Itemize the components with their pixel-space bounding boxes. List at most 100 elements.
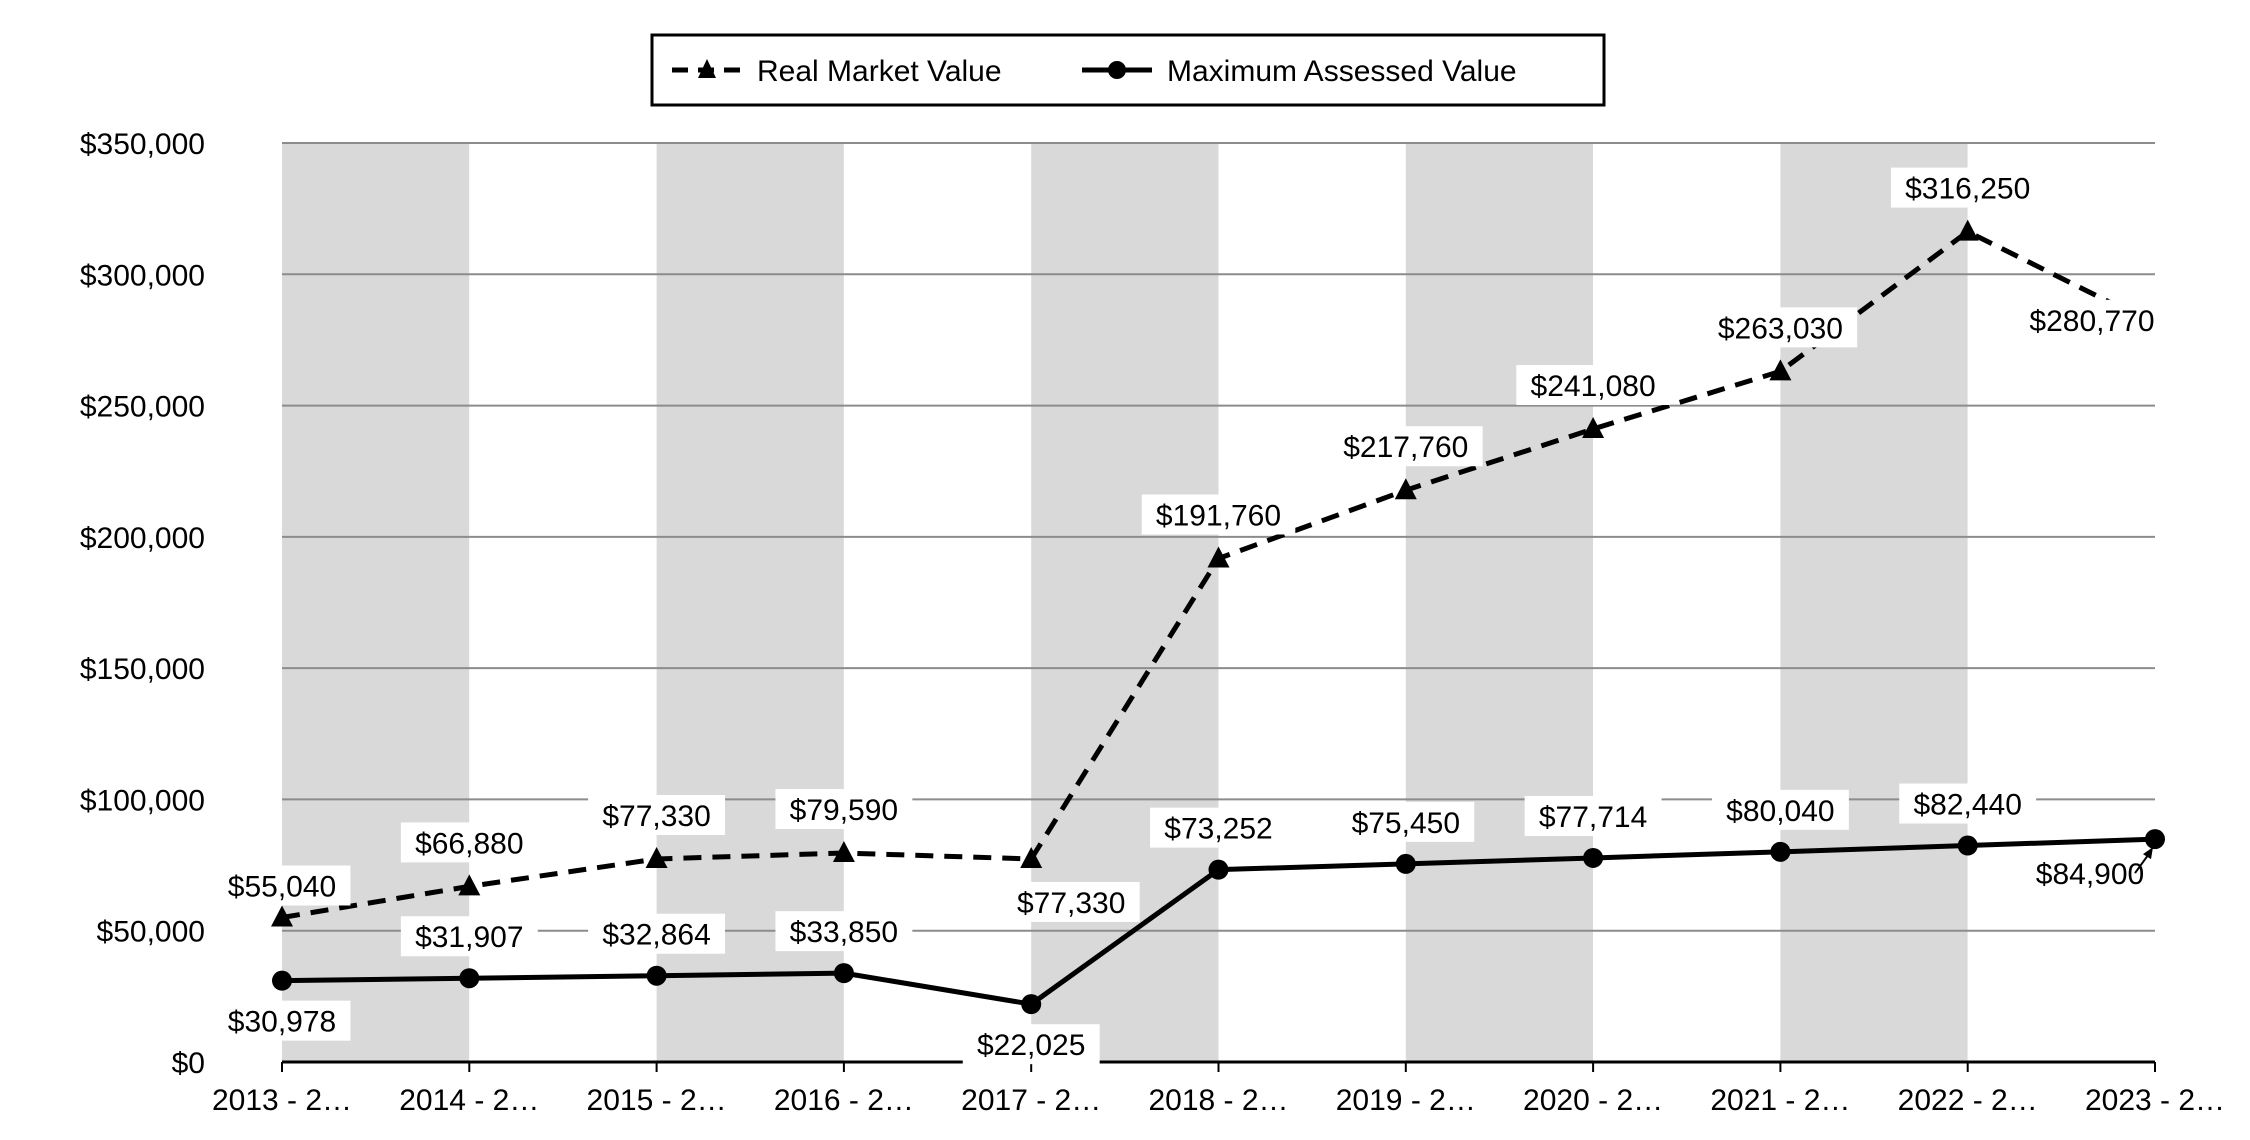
- marker-s1-5: [1208, 859, 1229, 880]
- data-label-s0-9: $316,250: [1905, 173, 2030, 206]
- marker-s0-1: [458, 874, 481, 896]
- marker-s0-2: [645, 846, 668, 868]
- data-label-box-s1-0: [213, 1000, 351, 1041]
- data-label-box-s0-3: [775, 789, 913, 830]
- band-8: [1780, 143, 1968, 1062]
- x-tick-label-3: 2016 - 2…: [774, 1084, 914, 1117]
- background-bands: [282, 143, 2155, 1062]
- data-label-s1-7: $77,714: [1539, 801, 1647, 834]
- legend-label-maximum-assessed-value: Maximum Assessed Value: [1167, 55, 1517, 88]
- x-tick-label-5: 2018 - 2…: [1148, 1084, 1288, 1117]
- data-label-s0-4: $77,330: [1017, 887, 1125, 920]
- data-label-box-s0-10: [2015, 299, 2169, 340]
- marker-s1-8: [1770, 841, 1791, 862]
- x-axis-tick-labels: 2013 - 2… 2014 - 2… 2015 - 2… 2016 - 2… 2017…: [212, 1084, 2225, 1117]
- leader-arrowhead: [2143, 847, 2153, 860]
- data-label-box-s1-8: [1711, 789, 1849, 830]
- data-label-s1-2: $32,864: [602, 919, 710, 952]
- band-1: [469, 143, 657, 1062]
- legend-label-real-market-value: Real Market Value: [757, 55, 1002, 88]
- axes: [281, 1060, 2156, 1072]
- data-label-box-s0-9: [1890, 167, 2045, 208]
- data-label-box-s0-0: [213, 865, 351, 906]
- data-label-box-s0-5: [1141, 494, 1296, 535]
- marker-s0-7: [1582, 416, 1605, 438]
- data-label-box-s1-3: [775, 911, 913, 952]
- data-label-s1-5: $73,252: [1164, 813, 1272, 846]
- data-label-s0-1: $66,880: [415, 827, 523, 860]
- data-label-box-s1-2: [588, 913, 726, 954]
- marker-s0-4: [1020, 846, 1043, 868]
- data-label-s0-5: $191,760: [1156, 499, 1281, 532]
- data-labels: $55,040 $66,880 $77,330 $79,590 $77,330 $191,…: [213, 167, 2169, 1065]
- x-tick-label-8: 2021 - 2…: [1710, 1084, 1850, 1117]
- data-label-s1-1: $31,907: [415, 921, 523, 954]
- data-label-s0-0: $55,040: [228, 870, 336, 903]
- data-label-s0-10: $280,770: [2029, 305, 2154, 338]
- band-2: [656, 143, 844, 1062]
- data-label-box-s0-7: [1516, 364, 1670, 405]
- data-label-s1-8: $80,040: [1726, 795, 1834, 828]
- marker-s0-9: [1956, 219, 1979, 241]
- marker-s1-6: [1395, 853, 1416, 874]
- band-0: [282, 143, 470, 1062]
- x-tick-label-10: 2023 - 2…: [2085, 1084, 2225, 1117]
- x-tick-label-9: 2022 - 2…: [1898, 1084, 2038, 1117]
- data-label-s1-0: $30,978: [228, 1006, 336, 1039]
- marker-s1-10: [2145, 829, 2165, 850]
- band-9: [1967, 143, 2155, 1062]
- x-tick-label-7: 2020 - 2…: [1523, 1084, 1663, 1117]
- marker-s0-0: [271, 905, 293, 927]
- marker-s0-3: [832, 841, 855, 863]
- data-label-box-s0-4: [1002, 881, 1140, 922]
- legend-entry-maximum-assessed-value: Maximum Assessed Value: [1082, 55, 1517, 88]
- data-label-box-s1-6: [1337, 801, 1475, 842]
- legend-marker-circle: [1108, 61, 1126, 79]
- y-tick-label-4: $200,000: [80, 522, 205, 555]
- data-label-box-s1-1: [400, 916, 538, 957]
- marker-s0-6: [1394, 478, 1417, 500]
- marker-s1-3: [833, 963, 854, 984]
- marker-s1-1: [459, 968, 480, 989]
- data-label-s0-3: $79,590: [790, 794, 898, 827]
- data-label-s1-6: $75,450: [1352, 807, 1460, 840]
- data-label-s1-10: $84,900: [2036, 858, 2144, 891]
- y-tick-label-7: $350,000: [80, 128, 205, 161]
- data-label-box-s1-5: [1150, 807, 1287, 848]
- y-tick-label-6: $300,000: [80, 259, 205, 292]
- data-label-s0-2: $77,330: [602, 800, 710, 833]
- legend-marker-triangle: [698, 59, 716, 78]
- legend-entry-real-market-value: Real Market Value: [672, 55, 1002, 88]
- marker-s1-0: [272, 970, 292, 991]
- band-5: [1218, 143, 1406, 1062]
- x-tick-label-1: 2014 - 2…: [399, 1084, 539, 1117]
- band-7: [1593, 143, 1781, 1062]
- x-tick-label-0: 2013 - 2…: [212, 1084, 352, 1117]
- y-tick-label-0: $0: [172, 1047, 205, 1080]
- x-tick-label-2: 2015 - 2…: [587, 1084, 727, 1117]
- data-label-box-s0-1: [400, 822, 538, 863]
- legend: Real Market Value Maximum Assessed Value: [650, 33, 1606, 107]
- marker-s0-5: [1207, 546, 1230, 568]
- data-label-box-s0-6: [1329, 426, 1483, 467]
- data-label-s1-9: $82,440: [1913, 789, 2021, 822]
- marker-s0-8: [1769, 359, 1792, 381]
- data-label-box-s0-2: [588, 794, 726, 835]
- data-label-s0-8: $263,030: [1718, 312, 1843, 345]
- y-tick-label-3: $150,000: [80, 653, 205, 686]
- band-6: [1405, 143, 1594, 1062]
- band-3: [843, 143, 1032, 1062]
- marker-s1-2: [646, 965, 667, 986]
- marker-s1-9: [1957, 835, 1978, 856]
- marker-s1-7: [1583, 847, 1604, 868]
- data-label-box-s1-7: [1524, 795, 1662, 836]
- data-label-s0-6: $217,760: [1343, 431, 1468, 464]
- x-tick-label-4: 2017 - 2…: [961, 1084, 1101, 1117]
- data-label-s1-4: $22,025: [977, 1029, 1085, 1062]
- data-label-s1-3: $33,850: [790, 916, 898, 949]
- y-tick-label-1: $50,000: [97, 916, 205, 949]
- y-tick-label-2: $100,000: [80, 784, 205, 817]
- data-label-s0-7: $241,080: [1531, 370, 1656, 403]
- data-label-box-s0-8: [1703, 307, 1858, 348]
